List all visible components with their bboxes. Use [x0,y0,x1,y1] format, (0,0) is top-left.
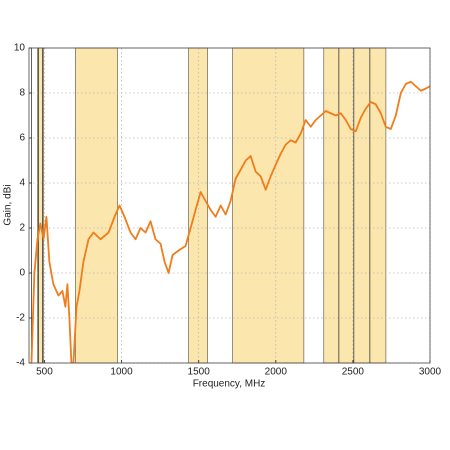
x-tick-label: 1500 [188,367,211,378]
x-tick-label: 2500 [342,367,365,378]
y-tick-label: 8 [19,88,25,99]
y-tick-label: 6 [19,133,25,144]
y-tick-label: -2 [16,313,25,324]
data-line [30,80,430,363]
shaded-band [232,47,305,364]
x-axis-label: Frequency, MHz [193,379,266,390]
y-tick-label: -4 [16,358,25,369]
plot-frame [28,47,431,364]
x-tick-label: 500 [36,367,53,378]
shaded-band [75,47,118,364]
y-tick-label: 10 [14,43,26,54]
x-tick-label: 1000 [110,367,133,378]
y-tick-label: 2 [19,223,25,234]
y-tick-label: 4 [19,178,25,189]
y-axis-label: Gain, dBi [3,184,14,225]
x-tick-label: 3000 [419,367,442,378]
x-tick-label: 2000 [265,367,288,378]
shaded-band [323,47,387,364]
shaded-band [188,47,208,364]
y-tick-label: 0 [19,268,25,279]
